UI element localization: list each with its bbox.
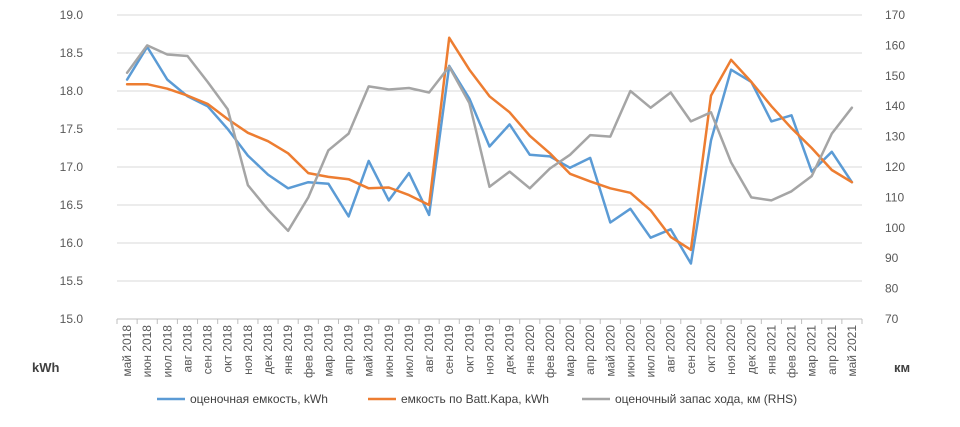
x-tick-label: июл 2020: [644, 325, 658, 378]
x-tick-label: сен 2019: [442, 325, 456, 375]
x-tick-label: авг 2020: [664, 325, 678, 373]
y-left-tick-label: 19.0: [60, 8, 84, 22]
x-tick-label: янв 2021: [764, 325, 778, 375]
y-left-tick-label: 15.0: [60, 312, 84, 326]
x-tick-label: дек 2020: [744, 325, 758, 374]
y-right-unit-label: км: [894, 360, 910, 375]
y-left-tick-label: 17.0: [60, 160, 84, 174]
y-right-tick-label: 70: [885, 312, 899, 326]
x-tick-label: июн 2020: [623, 325, 637, 378]
x-tick-label: окт 2018: [221, 325, 235, 373]
x-tick-label: сен 2018: [201, 325, 215, 375]
x-tick-label: авг 2019: [422, 325, 436, 373]
y-left-tick-label: 18.5: [60, 46, 84, 60]
axes: 15.0 15.5 16.0 16.5 17.0 17.5 18.0 18.5 19.0 70 80…: [60, 8, 906, 378]
y-left-unit-label: kWh: [32, 360, 60, 375]
x-tick-label: июл 2018: [160, 325, 174, 378]
y-right-tick-label: 90: [885, 251, 899, 265]
x-tick-label: ноя 2020: [724, 325, 738, 375]
x-tick-label: май 2019: [362, 325, 376, 377]
x-tick-label: мар 2020: [563, 325, 577, 377]
x-tick-label: окт 2020: [704, 325, 718, 373]
series: [125, 36, 854, 265]
y-right-tick-label: 150: [885, 69, 905, 83]
x-tick-label: апр 2021: [825, 325, 839, 375]
y-left-tick-label: 17.5: [60, 122, 84, 136]
x-tick-label: окт 2019: [462, 325, 476, 373]
x-tick-label: фев 2021: [785, 325, 799, 378]
x-tick-label: сен 2020: [684, 325, 698, 375]
y-right-tick-label: 130: [885, 130, 905, 144]
legend-label: оценочная емкость, kWh: [190, 392, 328, 406]
legend-label: емкость по Batt.Kapa, kWh: [401, 392, 549, 406]
gridlines: [117, 14, 862, 320]
y-right-tick-label: 170: [885, 8, 905, 22]
y-right-tick-label: 120: [885, 160, 905, 174]
x-tick-label: янв 2019: [281, 325, 295, 375]
y-left-tick-label: 16.5: [60, 198, 84, 212]
y-left-tick-label: 15.5: [60, 274, 84, 288]
x-tick-label: дек 2019: [503, 325, 517, 374]
series-line-1: [125, 45, 854, 265]
x-tick-label: май 2021: [845, 325, 859, 377]
y-right-tick-label: 160: [885, 38, 905, 52]
x-tick-label: апр 2019: [342, 325, 356, 375]
x-tick-label: фев 2019: [301, 325, 315, 378]
x-tick-label: апр 2020: [583, 325, 597, 375]
y-left-tick-label: 18.0: [60, 84, 84, 98]
x-tick-label: май 2018: [120, 325, 134, 377]
x-tick-label: фев 2020: [543, 325, 557, 378]
x-tick-label: ноя 2019: [483, 325, 497, 375]
y-right-tick-label: 100: [885, 221, 905, 235]
x-tick-label: авг 2018: [180, 325, 194, 373]
x-tick-label: июн 2019: [382, 325, 396, 378]
x-tick-label: мар 2021: [805, 325, 819, 377]
series-line-2: [125, 36, 854, 252]
x-tick-label: май 2020: [603, 325, 617, 377]
y-right-tick-label: 110: [885, 190, 904, 204]
y-left-tick-label: 16.0: [60, 236, 84, 250]
legend: оценочная емкость, kWh емкость по Batt.Ka…: [157, 392, 797, 406]
y-right-tick-label: 80: [885, 282, 899, 296]
x-tick-label: янв 2020: [523, 325, 537, 375]
x-tick-label: июл 2019: [402, 325, 416, 378]
series-line-3: [125, 44, 854, 233]
x-tick-label: дек 2018: [261, 325, 275, 374]
x-tick-label: июн 2018: [140, 325, 154, 378]
legend-label: оценочный запас хода, км (RHS): [615, 392, 797, 406]
x-tick-label: мар 2019: [321, 325, 335, 377]
x-tick-label: ноя 2018: [241, 325, 255, 375]
y-right-tick-label: 140: [885, 99, 905, 113]
